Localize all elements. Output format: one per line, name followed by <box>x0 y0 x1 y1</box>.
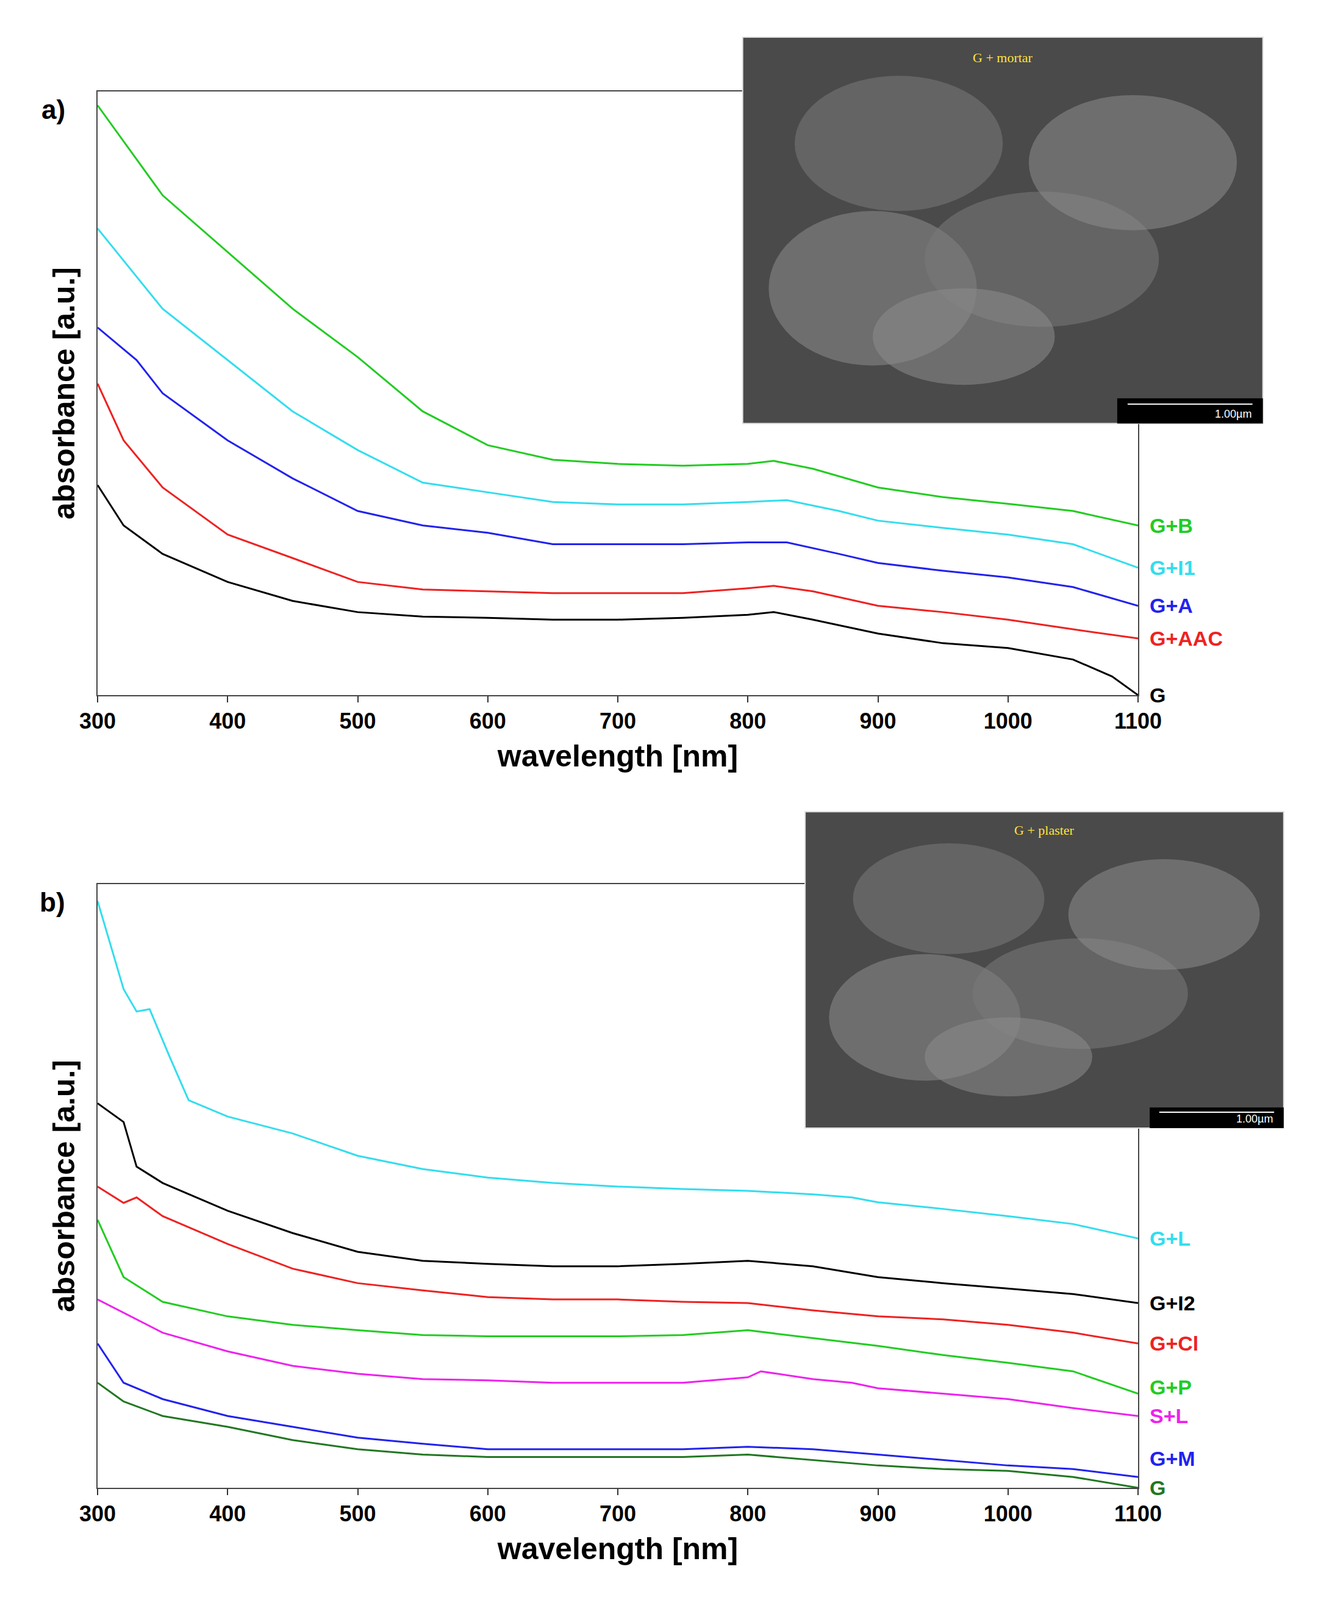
svg-text:G+AAC: G+AAC <box>1149 626 1223 651</box>
svg-text:G+I1: G+I1 <box>1149 556 1196 580</box>
svg-text:b): b) <box>39 887 66 918</box>
svg-text:S+L: S+L <box>1149 1404 1189 1428</box>
svg-text:300: 300 <box>79 708 116 734</box>
svg-text:1000: 1000 <box>983 708 1033 734</box>
svg-text:G+A: G+A <box>1149 594 1193 618</box>
svg-text:G: G <box>1149 1476 1166 1500</box>
svg-text:1.00µm: 1.00µm <box>1236 1113 1273 1126</box>
svg-text:900: 900 <box>859 708 896 734</box>
svg-text:500: 500 <box>339 708 376 734</box>
svg-text:400: 400 <box>209 708 246 734</box>
svg-text:700: 700 <box>599 1501 637 1527</box>
svg-text:G+B: G+B <box>1149 514 1193 538</box>
svg-text:G+P: G+P <box>1149 1375 1192 1400</box>
svg-text:wavelength [nm]: wavelength [nm] <box>497 739 738 774</box>
svg-text:600: 600 <box>469 708 507 734</box>
svg-text:400: 400 <box>209 1501 246 1527</box>
svg-text:absorbance [a.u.]: absorbance [a.u.] <box>46 1059 82 1313</box>
svg-text:800: 800 <box>729 708 767 734</box>
svg-text:G+Cl: G+Cl <box>1149 1331 1199 1356</box>
svg-text:600: 600 <box>469 1501 507 1527</box>
svg-text:G+L: G+L <box>1149 1227 1191 1251</box>
svg-text:1.00µm: 1.00µm <box>1214 408 1252 421</box>
svg-text:1000: 1000 <box>983 1501 1033 1527</box>
svg-text:800: 800 <box>729 1501 767 1527</box>
svg-text:a): a) <box>41 94 66 125</box>
svg-text:G: G <box>1149 683 1166 707</box>
svg-text:wavelength [nm]: wavelength [nm] <box>497 1532 738 1567</box>
svg-text:G+I2: G+I2 <box>1149 1291 1196 1315</box>
svg-text:G + mortar: G + mortar <box>972 50 1034 66</box>
svg-text:1100: 1100 <box>1114 1501 1162 1527</box>
svg-text:G + plaster: G + plaster <box>1014 822 1075 838</box>
svg-text:900: 900 <box>859 1501 896 1527</box>
svg-text:700: 700 <box>599 708 637 734</box>
svg-text:1100: 1100 <box>1114 708 1162 734</box>
svg-text:500: 500 <box>339 1501 376 1527</box>
svg-text:G+M: G+M <box>1149 1447 1196 1471</box>
svg-text:absorbance [a.u.]: absorbance [a.u.] <box>46 267 82 520</box>
svg-text:300: 300 <box>79 1501 116 1527</box>
